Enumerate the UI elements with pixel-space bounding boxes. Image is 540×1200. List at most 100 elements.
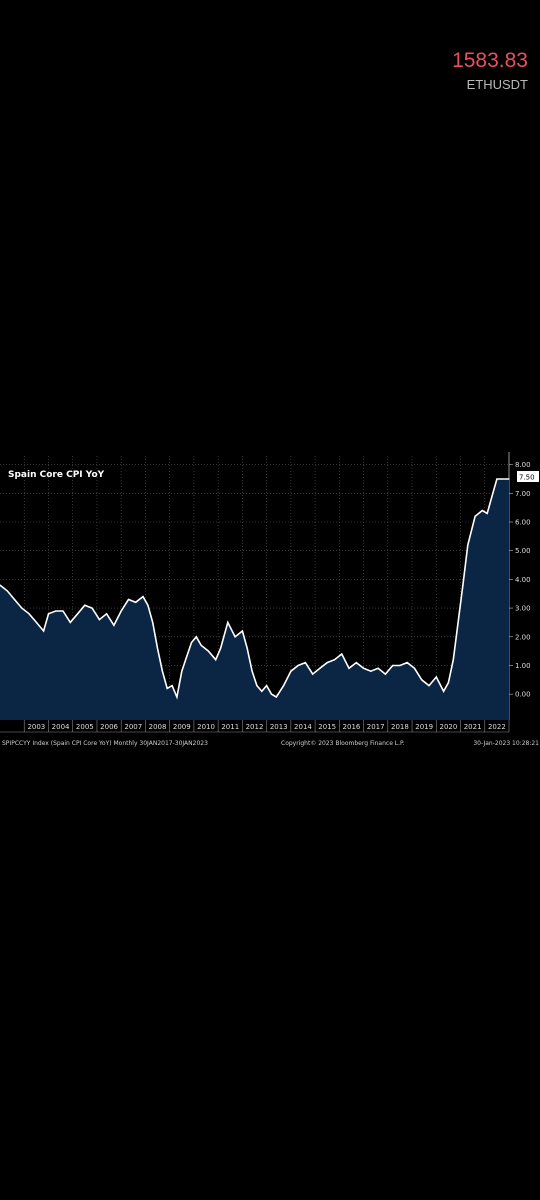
data-point (91, 607, 93, 609)
y-tick-label: 5.00 (515, 547, 531, 555)
data-point (127, 598, 130, 601)
data-point (486, 512, 488, 514)
data-point (275, 696, 277, 698)
x-tick-label: 2009 (173, 723, 191, 731)
series-area (0, 479, 509, 720)
data-point (348, 667, 350, 669)
data-point (392, 664, 394, 667)
x-tick-label: 2016 (343, 723, 361, 731)
x-tick-label: 2018 (391, 723, 409, 731)
x-tick-label: 2019 (415, 723, 433, 731)
data-point (370, 670, 372, 672)
data-point (77, 613, 79, 615)
data-point (21, 607, 23, 609)
data-point (251, 670, 253, 672)
data-point (283, 685, 285, 687)
data-point (156, 647, 159, 649)
data-point (241, 630, 243, 632)
data-point (462, 584, 464, 586)
data-point (152, 621, 154, 623)
x-tick-label: 2010 (197, 723, 215, 731)
x-tick-label: 2007 (124, 723, 142, 731)
data-point (166, 687, 168, 689)
data-point (256, 685, 258, 687)
x-tick-label: 2008 (149, 723, 167, 731)
data-point (290, 670, 292, 672)
data-point (447, 682, 449, 684)
data-point (428, 685, 430, 687)
data-point (176, 696, 178, 698)
series-line (0, 478, 509, 700)
data-point (491, 495, 493, 497)
x-tick-label: 2003 (27, 723, 45, 731)
x-tick-label: 2017 (367, 723, 385, 731)
series-points (0, 478, 510, 698)
data-point (443, 690, 445, 692)
x-tick-label: 2011 (221, 723, 239, 731)
data-point (506, 478, 508, 480)
cpi-chart: 8.00 7.00 6.00 5.00 4.00 3.00 2.00 1.00 0.00 200… (0, 448, 540, 753)
x-tick-label: 2021 (464, 723, 482, 731)
data-point (355, 662, 357, 664)
ticker-widget: 1583.83 ETHUSDT (452, 48, 528, 94)
y-tick-label: 7.00 (515, 490, 531, 498)
data-point (220, 647, 222, 649)
data-point (312, 673, 314, 675)
x-tick-label: 2006 (100, 723, 118, 731)
y-axis-labels: 8.00 7.00 6.00 5.00 4.00 3.00 2.00 1.00 0.00 (509, 461, 531, 699)
y-tick-label: 3.00 (515, 605, 531, 613)
y-tick-label: 4.00 (515, 576, 531, 584)
x-axis-labels: 2003 2004 2005 2006 2007 2008 2009 2010 2011 2012… (23, 720, 510, 732)
data-point (227, 621, 229, 623)
data-point (501, 478, 503, 480)
x-tick-label: 2014 (294, 723, 312, 731)
y-tick-label: 1.00 (515, 662, 531, 670)
data-point (474, 515, 476, 517)
data-point (120, 610, 122, 612)
data-point (98, 619, 100, 621)
data-point (261, 690, 263, 692)
data-point (384, 673, 386, 675)
data-point (399, 664, 401, 667)
y-tick-label: 6.00 (515, 519, 531, 527)
y-tick-label: 2.00 (515, 633, 531, 641)
data-point (0, 584, 1, 586)
data-point (435, 676, 437, 678)
data-point (406, 662, 408, 664)
data-point (297, 664, 299, 667)
last-value-box (517, 471, 539, 482)
data-point (181, 670, 183, 672)
data-point (135, 601, 137, 603)
data-point (207, 650, 209, 652)
data-point (13, 598, 16, 601)
data-point (421, 679, 423, 681)
x-tick-label: 2012 (246, 723, 264, 731)
x-tick-label: 2020 (439, 723, 457, 731)
data-point (326, 662, 328, 664)
y-tick-label: 8.00 (515, 461, 531, 469)
x-tick-label: 2013 (270, 723, 288, 731)
data-point (481, 509, 483, 512)
x-tick-label: 2022 (488, 723, 506, 731)
data-point (246, 647, 248, 649)
y-tick-label: 0.00 (515, 691, 531, 699)
x-tick-label: 2005 (76, 723, 94, 731)
last-value-flag: 7.50 (517, 471, 539, 482)
data-point (113, 624, 115, 626)
data-point (55, 610, 57, 612)
x-tick-label: 2015 (318, 723, 336, 731)
data-point (413, 667, 416, 669)
data-point (142, 596, 144, 598)
data-point (304, 662, 306, 664)
data-point (43, 630, 45, 632)
data-point (35, 621, 38, 623)
data-point (161, 670, 163, 672)
data-point (62, 610, 64, 612)
data-point (171, 685, 173, 687)
data-point (200, 644, 202, 646)
data-point (452, 659, 454, 661)
data-point (6, 590, 8, 592)
x-tick-label: 2004 (52, 723, 70, 731)
data-point (147, 604, 149, 606)
data-point (215, 659, 217, 661)
